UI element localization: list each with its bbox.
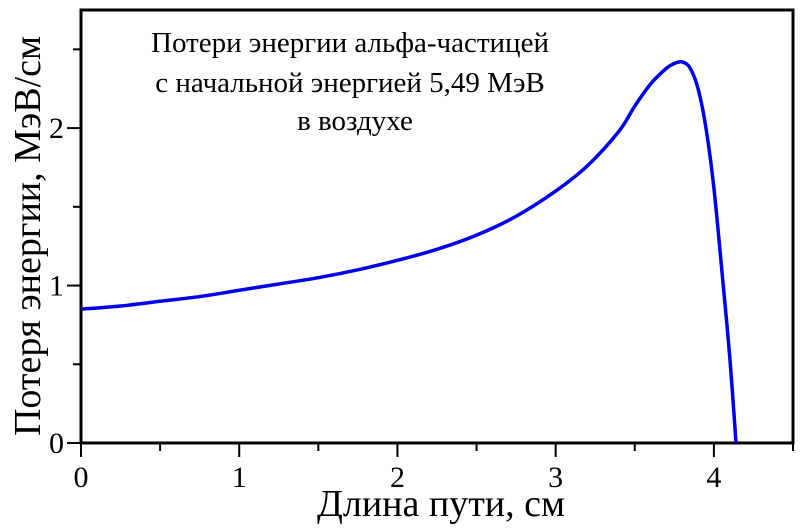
- chart-title-line-3: в воздухе: [297, 105, 413, 137]
- plot-frame: [79, 8, 795, 445]
- series-line: [80, 59, 738, 444]
- x-tick-label: 3: [548, 461, 563, 494]
- x-tick-label: 1: [232, 461, 247, 494]
- x-tick-label: 2: [390, 461, 405, 494]
- axis-ticks: [67, 48, 794, 457]
- y-tick-label: 2: [49, 112, 64, 145]
- y-tick-label: 0: [49, 427, 64, 460]
- x-tick-label: 4: [706, 461, 721, 494]
- chart-title-line-1: Потери энергии альфа-частицей: [151, 27, 549, 59]
- y-tick-label: 1: [49, 270, 64, 303]
- y-axis-label: Потеря энергии, МэВ/см: [7, 36, 49, 436]
- axis-tick-labels: 0 1 2 3 4 0 1 2: [49, 112, 721, 494]
- x-axis-label: Длина пути, см: [317, 483, 565, 525]
- chart-title-line-2: с начальной энергией 5,49 МэВ: [155, 67, 545, 99]
- x-tick-label: 0: [74, 461, 89, 494]
